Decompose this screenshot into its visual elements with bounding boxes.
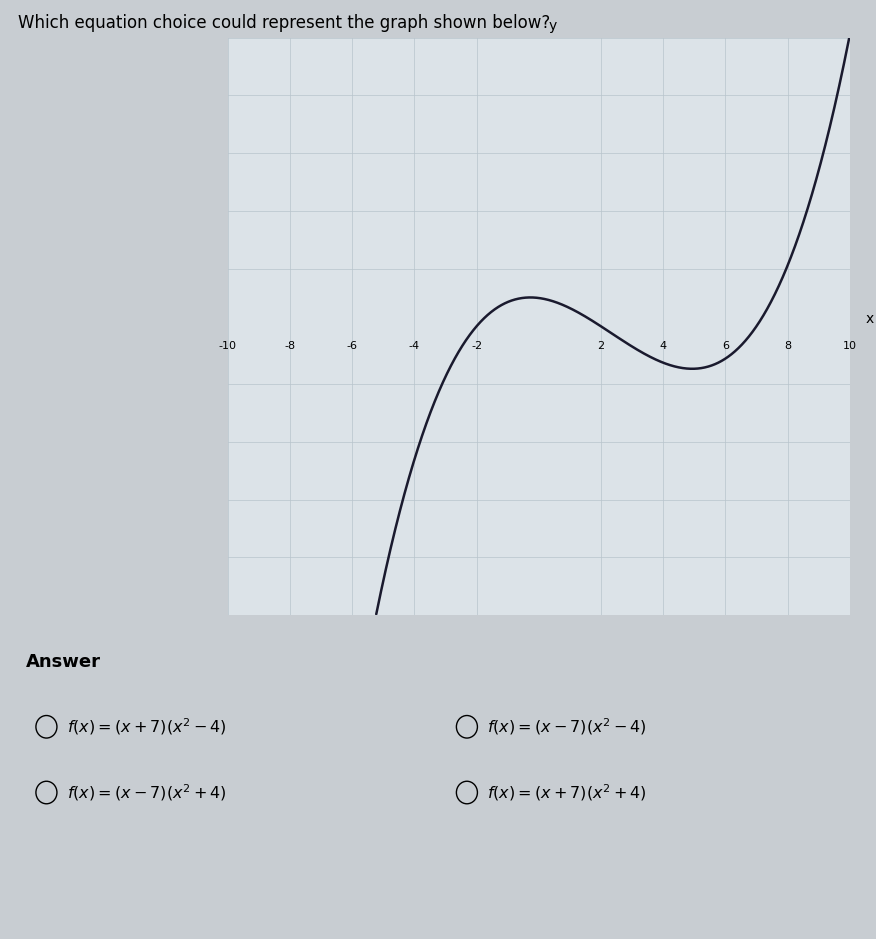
Text: 10: 10 (843, 341, 857, 351)
Text: 6: 6 (722, 341, 729, 351)
Text: $f(x) = (x - 7)(x^2 + 4)$: $f(x) = (x - 7)(x^2 + 4)$ (67, 782, 226, 803)
Text: Which equation choice could represent the graph shown below?: Which equation choice could represent th… (18, 14, 550, 32)
Text: -6: -6 (347, 341, 357, 351)
Text: -2: -2 (471, 341, 482, 351)
Text: $f(x) = (x - 7)(x^2 - 4)$: $f(x) = (x - 7)(x^2 - 4)$ (487, 716, 646, 737)
Text: -8: -8 (285, 341, 295, 351)
Text: -10: -10 (219, 341, 237, 351)
Text: $f(x) = (x + 7)(x^2 - 4)$: $f(x) = (x + 7)(x^2 - 4)$ (67, 716, 226, 737)
Text: 4: 4 (660, 341, 667, 351)
Text: y: y (548, 19, 556, 33)
Text: 2: 2 (597, 341, 604, 351)
Text: $f(x) = (x + 7)(x^2 + 4)$: $f(x) = (x + 7)(x^2 + 4)$ (487, 782, 646, 803)
Text: x: x (865, 312, 873, 326)
Text: 8: 8 (784, 341, 791, 351)
Text: Answer: Answer (26, 653, 102, 670)
Text: -4: -4 (409, 341, 420, 351)
